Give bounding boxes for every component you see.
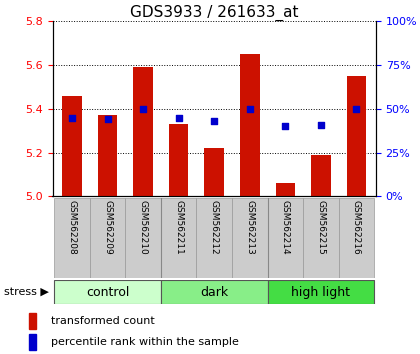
Bar <box>232 198 268 278</box>
Point <box>175 115 182 120</box>
Bar <box>346 76 366 196</box>
Bar <box>268 280 374 304</box>
Bar <box>276 183 295 196</box>
Bar <box>125 198 161 278</box>
Point <box>318 122 324 127</box>
Point <box>282 124 289 129</box>
Text: GSM562210: GSM562210 <box>139 200 147 255</box>
Bar <box>303 198 339 278</box>
Text: GSM562209: GSM562209 <box>103 200 112 255</box>
Text: GSM562208: GSM562208 <box>68 200 76 255</box>
Point <box>140 106 147 112</box>
Bar <box>29 334 36 350</box>
Title: GDS3933 / 261633_at: GDS3933 / 261633_at <box>130 5 299 21</box>
Bar <box>29 313 36 329</box>
Text: transformed count: transformed count <box>51 316 155 326</box>
Text: GSM562213: GSM562213 <box>245 200 254 255</box>
Bar <box>169 124 189 196</box>
Text: GSM562215: GSM562215 <box>316 200 326 255</box>
Point <box>104 116 111 122</box>
Text: control: control <box>86 286 129 298</box>
Text: stress ▶: stress ▶ <box>4 287 49 297</box>
Text: GSM562214: GSM562214 <box>281 200 290 255</box>
Bar <box>205 148 224 196</box>
Bar <box>161 198 197 278</box>
Text: GSM562211: GSM562211 <box>174 200 183 255</box>
Point <box>247 106 253 112</box>
Point <box>69 115 76 120</box>
Bar <box>339 198 374 278</box>
Bar <box>98 115 117 196</box>
Bar <box>197 198 232 278</box>
Bar <box>311 155 331 196</box>
Text: high light: high light <box>291 286 350 298</box>
Text: dark: dark <box>200 286 228 298</box>
Bar <box>54 280 161 304</box>
Point <box>353 106 360 112</box>
Bar <box>54 198 90 278</box>
Bar <box>240 54 260 196</box>
Text: GSM562216: GSM562216 <box>352 200 361 255</box>
Bar <box>161 280 268 304</box>
Point <box>211 118 218 124</box>
Bar <box>90 198 125 278</box>
Text: GSM562212: GSM562212 <box>210 200 219 255</box>
Bar <box>62 96 82 196</box>
Bar <box>134 67 153 196</box>
Text: percentile rank within the sample: percentile rank within the sample <box>51 337 239 348</box>
Bar <box>268 198 303 278</box>
